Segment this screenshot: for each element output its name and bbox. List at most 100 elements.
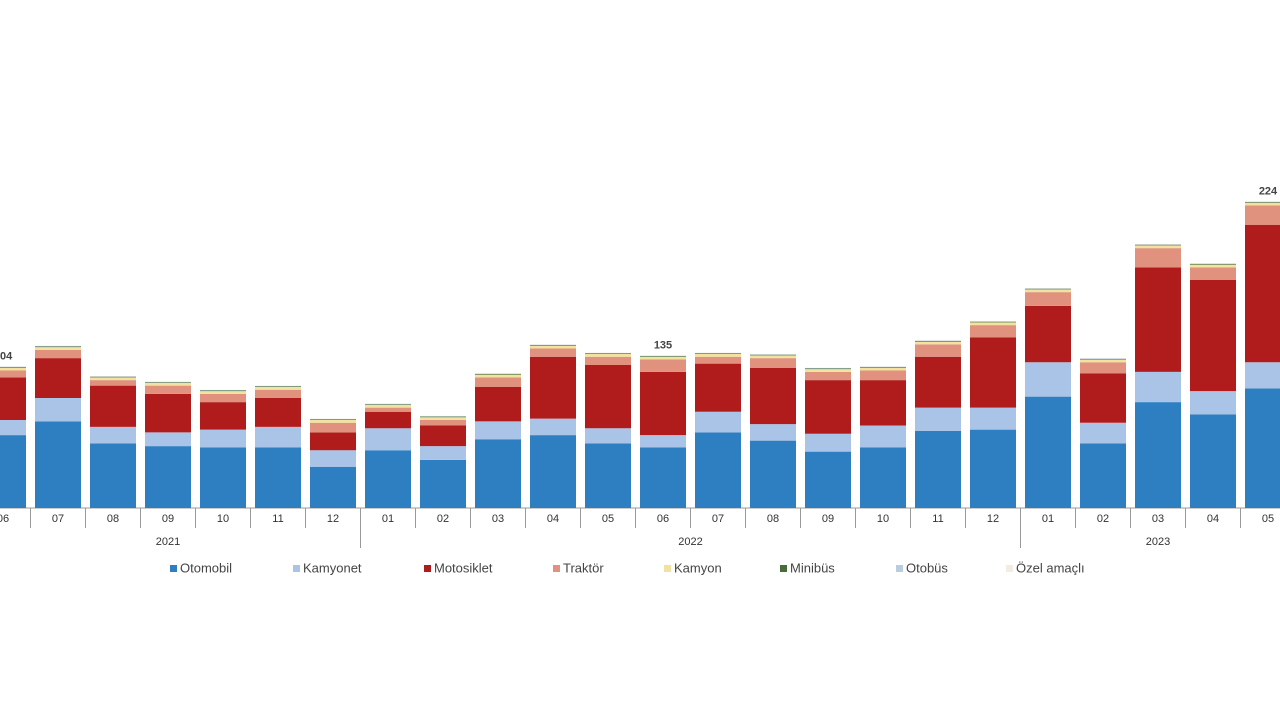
bar-segment	[585, 356, 631, 365]
x-tick-label: 08	[767, 513, 779, 525]
bar-segment	[530, 418, 576, 436]
bar-segment	[585, 354, 631, 357]
total-label: 135	[654, 339, 672, 351]
bar-segment	[530, 345, 576, 349]
bar-segment	[805, 451, 851, 508]
bar-segment	[365, 428, 411, 451]
bar-segment	[1080, 422, 1126, 444]
bar-segment	[310, 466, 356, 508]
bar-segment	[420, 446, 466, 460]
x-tick-label: 09	[162, 513, 174, 525]
bar-segment	[420, 417, 466, 420]
bar-segment	[585, 428, 631, 444]
bar-segment	[1025, 292, 1071, 306]
bar-segment	[475, 387, 521, 422]
x-tick-label: 11	[272, 513, 283, 525]
bar-segment	[640, 435, 686, 448]
legend-marker	[1006, 565, 1013, 572]
bar-segment	[1190, 267, 1236, 280]
bar-segment	[695, 363, 741, 412]
legend-text: Traktör	[563, 560, 604, 575]
bar-segment	[805, 368, 851, 370]
bar-segment	[695, 411, 741, 433]
bar-segment	[35, 421, 81, 508]
bar-segment	[915, 341, 961, 345]
group-label: 2023	[1146, 536, 1170, 548]
bar-segment	[200, 402, 246, 430]
x-tick-label: 09	[822, 513, 834, 525]
bar-segment	[695, 354, 741, 357]
x-tick-label: 02	[1097, 513, 1109, 525]
legend-text: Kamyon	[674, 560, 722, 575]
legend-text: Kamyonet	[303, 560, 362, 575]
bar-segment	[475, 373, 521, 375]
total-label: 104	[0, 350, 13, 362]
legend-marker	[553, 565, 560, 572]
bar-segment	[970, 321, 1016, 323]
bar-segment	[35, 398, 81, 422]
bar-segment	[640, 356, 686, 357]
bar-segment	[0, 367, 26, 371]
bar-segment	[365, 407, 411, 412]
x-tick-label: 11	[932, 513, 943, 525]
bar-segment	[970, 322, 1016, 326]
bar-segment	[970, 337, 1016, 408]
x-tick-label: 03	[1152, 513, 1164, 525]
bar-segment	[585, 443, 631, 508]
bar-segment	[420, 420, 466, 426]
group-label: 2022	[678, 536, 702, 548]
bar-segment	[255, 386, 301, 387]
bar-segment	[200, 390, 246, 392]
bar-segment	[90, 443, 136, 508]
bar-segment	[1025, 288, 1071, 290]
bar-segment	[970, 429, 1016, 508]
bar-segment	[915, 356, 961, 408]
bar-segment	[365, 450, 411, 508]
bar-segment	[145, 385, 191, 394]
x-tick-label: 01	[382, 513, 394, 525]
legend-marker	[293, 565, 300, 572]
x-tick-label: 06	[657, 513, 669, 525]
bar-segment	[90, 426, 136, 444]
bar-segment	[1245, 362, 1280, 389]
bar-segment	[0, 367, 26, 368]
bar-segment	[530, 356, 576, 419]
bar-segment	[1080, 359, 1126, 363]
bar-segment	[200, 391, 246, 394]
bar-segment	[640, 447, 686, 508]
bar-segment	[255, 389, 301, 398]
x-tick-label: 02	[437, 513, 449, 525]
bar-segment	[1135, 402, 1181, 508]
x-tick-label: 04	[1207, 513, 1219, 525]
bar-segment	[475, 377, 521, 387]
bar-segment	[1190, 263, 1236, 265]
bar-segment	[695, 356, 741, 364]
x-tick-label: 05	[602, 513, 614, 525]
bar-segment	[530, 348, 576, 357]
bar-segment	[200, 429, 246, 448]
bar-segment	[420, 425, 466, 447]
bar-segment	[310, 419, 356, 420]
bar-segment	[200, 393, 246, 403]
legend-marker	[780, 565, 787, 572]
bar-segment	[90, 377, 136, 381]
bar-segment	[90, 376, 136, 378]
bar-segment	[860, 447, 906, 508]
bar-segment	[0, 370, 26, 378]
bar-segment	[750, 355, 796, 359]
bar-segment	[0, 435, 26, 508]
bar-segment	[475, 439, 521, 508]
bar-segment	[1245, 202, 1280, 203]
bar-segment	[585, 365, 631, 429]
bar-segment	[255, 398, 301, 427]
total-label: 224	[1259, 185, 1278, 197]
bar-segment	[640, 371, 686, 436]
bar-segment	[1245, 205, 1280, 225]
legend-marker	[896, 565, 903, 572]
bar-segment	[750, 440, 796, 508]
bar-segment	[365, 404, 411, 408]
bar-segment	[310, 422, 356, 433]
bar-segment	[1190, 391, 1236, 415]
bar-segment	[860, 367, 906, 368]
bar-segment	[970, 407, 1016, 430]
